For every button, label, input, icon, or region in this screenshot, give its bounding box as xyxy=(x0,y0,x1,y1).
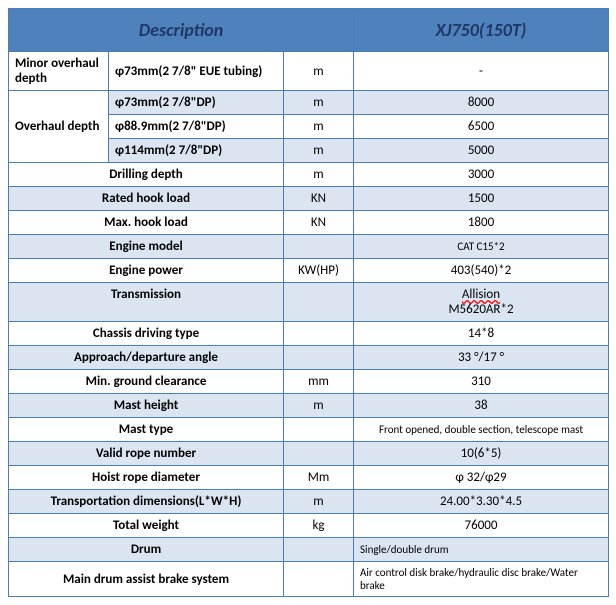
val-rated-hook: 1500 xyxy=(354,187,609,211)
row-transmission: Transmission AllisionM5620AR*2 xyxy=(9,283,609,322)
label-chassis: Chassis driving type xyxy=(9,322,284,346)
label-minor-overhaul: Minor overhaul depth xyxy=(9,52,109,91)
label-engine-power: Engine power xyxy=(9,259,284,283)
spec-od3: φ114mm(2 7/8"DP) xyxy=(109,139,284,163)
unit-od3: m xyxy=(284,139,354,163)
unit-max-hook: KN xyxy=(284,211,354,235)
val-mast-height: 38 xyxy=(354,394,609,418)
unit-drill-depth: m xyxy=(284,163,354,187)
unit-angle xyxy=(284,346,354,370)
row-transport: Transportation dimensions(L*W*H) m 24.00… xyxy=(9,490,609,514)
row-drum: Drum Single/double drum xyxy=(9,538,609,562)
val-chassis: 14*8 xyxy=(354,322,609,346)
val-od3: 5000 xyxy=(354,139,609,163)
row-weight: Total weight kg 76000 xyxy=(9,514,609,538)
header-description: Description xyxy=(9,9,354,52)
label-drill-depth: Drilling depth xyxy=(9,163,284,187)
row-minor-overhaul: Minor overhaul depth φ73mm(2 7/8" EUE tu… xyxy=(9,52,609,91)
label-mast-height: Mast height xyxy=(9,394,284,418)
val-drum: Single/double drum xyxy=(354,538,609,562)
unit-od2: m xyxy=(284,115,354,139)
val-drill-depth: 3000 xyxy=(354,163,609,187)
row-engine-model: Engine model CAT C15*2 xyxy=(9,235,609,259)
unit-engine-power: KW(HP) xyxy=(284,259,354,283)
row-engine-power: Engine power KW(HP) 403(540)*2 xyxy=(9,259,609,283)
val-engine-model: CAT C15*2 xyxy=(354,235,609,259)
label-engine-model: Engine model xyxy=(9,235,284,259)
row-od1: Overhaul depth φ73mm(2 7/8"DP) m 8000 xyxy=(9,91,609,115)
val-clearance: 310 xyxy=(354,370,609,394)
label-rope-dia: Hoist rope diameter xyxy=(9,466,284,490)
label-rated-hook: Rated hook load xyxy=(9,187,284,211)
spec-od1: φ73mm(2 7/8"DP) xyxy=(109,91,284,115)
spec-table: Description XJ750(150T) Minor overhaul d… xyxy=(8,8,609,597)
label-transmission: Transmission xyxy=(9,283,284,322)
label-overhaul-depth: Overhaul depth xyxy=(9,91,109,163)
label-mast-type: Mast type xyxy=(9,418,284,442)
unit-transmission xyxy=(284,283,354,322)
label-weight: Total weight xyxy=(9,514,284,538)
unit-mast-type xyxy=(284,418,354,442)
unit-rope-num xyxy=(284,442,354,466)
val-transmission: AllisionM5620AR*2 xyxy=(354,283,609,322)
unit-od1: m xyxy=(284,91,354,115)
val-od2: 6500 xyxy=(354,115,609,139)
label-angle: Approach/departure angle xyxy=(9,346,284,370)
val-mast-type: Front opened, double section, telescope … xyxy=(354,418,609,442)
unit-weight: kg xyxy=(284,514,354,538)
label-rope-num: Valid rope number xyxy=(9,442,284,466)
label-max-hook: Max. hook load xyxy=(9,211,284,235)
row-clearance: Min. ground clearance mm 310 xyxy=(9,370,609,394)
unit-drum xyxy=(284,538,354,562)
row-max-hook: Max. hook load KN 1800 xyxy=(9,211,609,235)
unit-rope-dia: Mm xyxy=(284,466,354,490)
val-rope-dia: φ 32/φ29 xyxy=(354,466,609,490)
val-od1: 8000 xyxy=(354,91,609,115)
val-rope-num: 10(6*5) xyxy=(354,442,609,466)
row-mast-type: Mast type Front opened, double section, … xyxy=(9,418,609,442)
row-angle: Approach/departure angle 33 °/17 ° xyxy=(9,346,609,370)
val-angle: 33 °/17 ° xyxy=(354,346,609,370)
unit-mast-height: m xyxy=(284,394,354,418)
row-rope-num: Valid rope number 10(6*5) xyxy=(9,442,609,466)
row-drill-depth: Drilling depth m 3000 xyxy=(9,163,609,187)
row-chassis: Chassis driving type 14*8 xyxy=(9,322,609,346)
spec-minor-overhaul: φ73mm(2 7/8" EUE tubing) xyxy=(109,52,284,91)
label-clearance: Min. ground clearance xyxy=(9,370,284,394)
label-transport: Transportation dimensions(L*W*H) xyxy=(9,490,284,514)
unit-chassis xyxy=(284,322,354,346)
spec-od2: φ88.9mm(2 7/8"DP) xyxy=(109,115,284,139)
val-transport: 24.00*3.30*4.5 xyxy=(354,490,609,514)
label-brake: Main drum assist brake system xyxy=(9,562,284,597)
val-weight: 76000 xyxy=(354,514,609,538)
header-model: XJ750(150T) xyxy=(354,9,609,52)
val-engine-power: 403(540)*2 xyxy=(354,259,609,283)
row-mast-height: Mast height m 38 xyxy=(9,394,609,418)
val-brake: Air control disk brake/hydraulic disc br… xyxy=(354,562,609,597)
val-max-hook: 1800 xyxy=(354,211,609,235)
row-rope-dia: Hoist rope diameter Mm φ 32/φ29 xyxy=(9,466,609,490)
row-rated-hook: Rated hook load KN 1500 xyxy=(9,187,609,211)
unit-minor-overhaul: m xyxy=(284,52,354,91)
val-minor-overhaul: - xyxy=(354,52,609,91)
row-brake: Main drum assist brake system Air contro… xyxy=(9,562,609,597)
header-row: Description XJ750(150T) xyxy=(9,9,609,52)
unit-clearance: mm xyxy=(284,370,354,394)
label-drum: Drum xyxy=(9,538,284,562)
unit-rated-hook: KN xyxy=(284,187,354,211)
unit-brake xyxy=(284,562,354,597)
unit-engine-model xyxy=(284,235,354,259)
unit-transport: m xyxy=(284,490,354,514)
